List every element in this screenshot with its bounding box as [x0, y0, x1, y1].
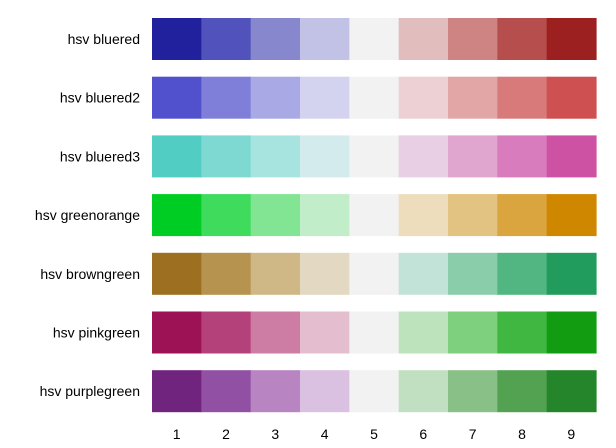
- palette-cell: [349, 18, 400, 60]
- palette-cell: [349, 311, 400, 354]
- row-labels: hsv bluered hsv bluered2 hsv bluered3 hsv g…: [35, 31, 140, 399]
- palette-cell: [300, 76, 350, 119]
- x-tick-label: 3: [271, 426, 279, 442]
- palette-cell: [349, 252, 400, 295]
- palette-cell: [201, 135, 252, 178]
- palette-cell: [546, 18, 597, 60]
- palette-cell: [152, 194, 202, 237]
- palette-cell: [398, 370, 449, 413]
- x-axis-ticks: 1 2 3 4 5 6 7 8 9: [173, 426, 576, 442]
- palette-cell: [448, 18, 498, 60]
- palette-cell: [300, 18, 350, 60]
- palette-cell: [152, 18, 202, 60]
- palette-cell: [546, 76, 597, 119]
- palette-cell: [398, 311, 449, 354]
- palette-cell: [398, 76, 449, 119]
- palette-cell: [152, 135, 202, 178]
- row-label: hsv browngreen: [40, 266, 140, 282]
- palette-cell: [546, 252, 597, 295]
- palette-cell: [201, 311, 252, 354]
- palette-cell: [448, 252, 498, 295]
- palette-cell: [250, 135, 301, 178]
- palette-cell: [152, 76, 202, 119]
- palette-cell: [349, 370, 400, 413]
- palette-cell: [497, 194, 548, 237]
- palette-cell: [497, 135, 548, 178]
- palette-cell: [497, 252, 548, 295]
- palette-cell: [448, 135, 498, 178]
- palette-cell: [300, 370, 350, 413]
- palette-cell: [201, 252, 252, 295]
- palette-cell: [398, 194, 449, 237]
- x-tick-label: 2: [222, 426, 230, 442]
- palette-cell: [201, 76, 252, 119]
- palette-cell: [349, 194, 400, 237]
- palette-cell: [152, 370, 202, 413]
- palette-cell: [152, 252, 202, 295]
- row-label: hsv purplegreen: [40, 383, 140, 399]
- x-tick-label: 6: [419, 426, 427, 442]
- palette-cell: [497, 311, 548, 354]
- row-label: hsv bluered2: [60, 90, 140, 106]
- palette-cell: [349, 135, 400, 178]
- palette-cell: [250, 311, 301, 354]
- palette-cell: [250, 370, 301, 413]
- palette-cell: [250, 252, 301, 295]
- palette-cell: [250, 76, 301, 119]
- palette-cell: [546, 311, 597, 354]
- x-tick-label: 1: [173, 426, 181, 442]
- palette-cell: [152, 311, 202, 354]
- palette-cell: [300, 311, 350, 354]
- palette-cell: [497, 76, 548, 119]
- palette-cell: [497, 370, 548, 413]
- palette-cell: [546, 370, 597, 413]
- palette-cell: [300, 252, 350, 295]
- x-tick-label: 8: [518, 426, 526, 442]
- palette-cell: [497, 18, 548, 60]
- palette-cell: [448, 76, 498, 119]
- palette-cell: [546, 194, 597, 237]
- palette-cell: [300, 194, 350, 237]
- palette-cell: [546, 135, 597, 178]
- palette-cell: [201, 18, 252, 60]
- x-tick-label: 7: [469, 426, 477, 442]
- palette-cell: [448, 370, 498, 413]
- palette-cell: [349, 76, 400, 119]
- palette-cell: [201, 194, 252, 237]
- palette-cell: [448, 311, 498, 354]
- palette-cell: [250, 18, 301, 60]
- palette-cell: [300, 135, 350, 178]
- row-label: hsv greenorange: [35, 207, 140, 223]
- row-label: hsv bluered3: [60, 148, 140, 164]
- palette-cell: [201, 370, 252, 413]
- palette-cell: [398, 135, 449, 178]
- x-tick-label: 5: [370, 426, 378, 442]
- x-tick-label: 4: [321, 426, 329, 442]
- palette-cell: [398, 18, 449, 60]
- palette-cell: [398, 252, 449, 295]
- x-tick-label: 9: [567, 426, 575, 442]
- heatmap-cells: [152, 18, 597, 413]
- palette-cell: [448, 194, 498, 237]
- row-label: hsv pinkgreen: [53, 325, 140, 341]
- palette-cell: [250, 194, 301, 237]
- row-label: hsv bluered: [68, 31, 140, 47]
